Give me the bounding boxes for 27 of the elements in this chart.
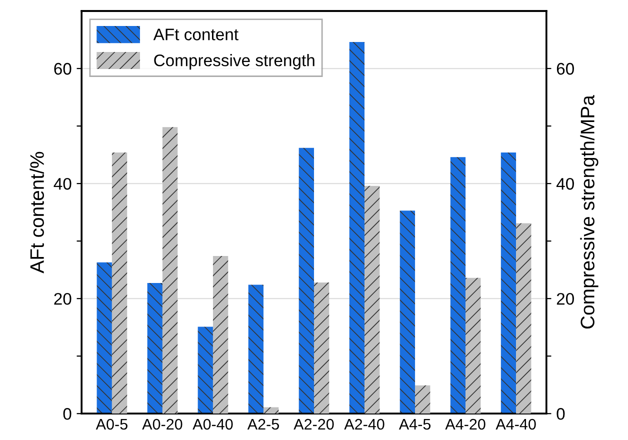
x-tick-label: A0-40 bbox=[192, 418, 233, 430]
bar bbox=[298, 148, 314, 414]
x-tick-label: A2-5 bbox=[247, 418, 279, 430]
y2-tick-label: 40 bbox=[556, 178, 574, 190]
bar bbox=[415, 385, 430, 414]
x-tick-label: A0-20 bbox=[142, 418, 182, 430]
x-tick-label: A4-5 bbox=[398, 419, 431, 430]
y-tick-label: 60 bbox=[54, 62, 72, 75]
y2-tick-label: 60 bbox=[556, 62, 574, 75]
y-tick-label: 0 bbox=[63, 408, 72, 420]
y2-tick-label: 0 bbox=[556, 408, 565, 420]
y-tick-label: 20 bbox=[54, 292, 72, 305]
y2-tick-label: 20 bbox=[556, 292, 574, 305]
bar bbox=[162, 127, 178, 414]
bar bbox=[400, 210, 416, 414]
legend-label: AFt content bbox=[153, 28, 238, 40]
x-tick-label: A2-40 bbox=[344, 418, 384, 430]
x-tick-label: A4-40 bbox=[496, 418, 536, 430]
x-tick-label: A4-20 bbox=[445, 418, 486, 430]
y-axis-title: AFt content/% bbox=[30, 152, 44, 274]
y-tick-label: 40 bbox=[54, 178, 72, 190]
bar bbox=[248, 284, 264, 414]
y2-axis-title: Compressive strength/MPa bbox=[580, 95, 598, 329]
x-tick-label: A0-5 bbox=[96, 418, 128, 430]
bar bbox=[263, 407, 279, 414]
x-tick-label: A2-20 bbox=[294, 418, 334, 430]
legend-label: Compressive strength bbox=[154, 54, 314, 70]
